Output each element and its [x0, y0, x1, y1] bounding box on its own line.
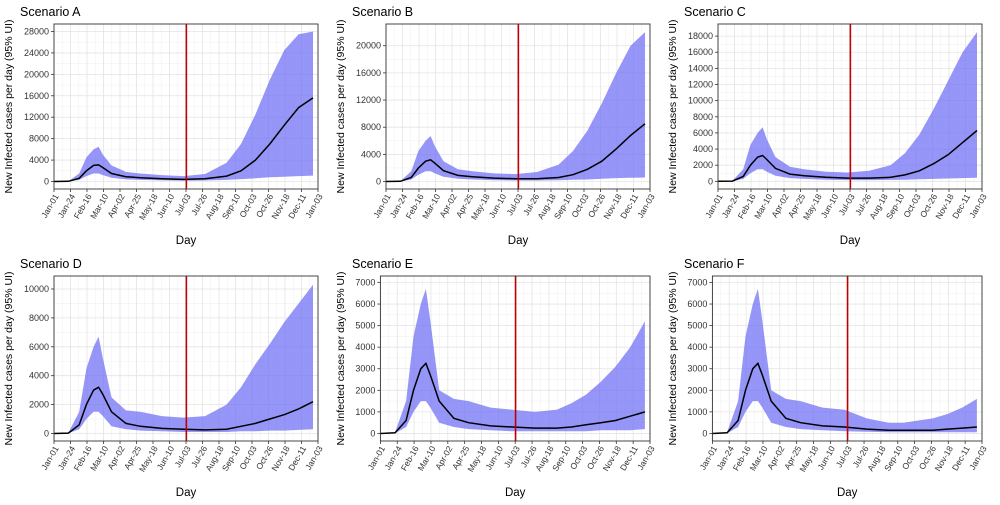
x-tick-label: Jun-10 — [815, 444, 837, 472]
chart-panel: Scenario CJan-01Jan-24Feb-16Mar-10Apr-02… — [667, 5, 989, 247]
y-tick-label: 2000 — [693, 160, 713, 170]
uncertainty-band — [718, 32, 977, 182]
x-axis-label: Day — [505, 487, 526, 499]
x-tick-label: Jan-03 — [967, 444, 989, 472]
y-tick-label: 2000 — [687, 385, 707, 395]
y-tick-label: 0 — [44, 177, 49, 187]
chart-title: Scenario D — [20, 257, 82, 271]
median-line — [717, 129, 978, 183]
x-axis-label: Day — [508, 235, 529, 247]
y-tick-label: 8000 — [29, 313, 49, 323]
x-tick-label: Jan-03 — [635, 444, 657, 472]
y-tick-label: 6000 — [687, 299, 707, 309]
plot-border — [379, 275, 651, 442]
y-tick-label: 4000 — [693, 144, 713, 154]
y-tick-label: 1000 — [687, 407, 707, 417]
y-tick-label: 7000 — [355, 277, 375, 287]
y-axis-label: New Infected cases per day (95% UI) — [335, 272, 347, 446]
plot-border — [53, 23, 319, 190]
uncertainty-band — [712, 288, 977, 434]
y-tick-label: 28000 — [24, 27, 49, 37]
median-line — [380, 362, 646, 435]
y-tick-label: 18000 — [688, 31, 713, 41]
y-tick-label: 12000 — [24, 112, 49, 122]
y-tick-label: 2000 — [355, 385, 375, 395]
y-tick-label: 2000 — [29, 400, 49, 410]
y-axis-label: New Infected cases per day (95% UI) — [667, 20, 679, 194]
y-tick-label: 6000 — [693, 128, 713, 138]
median-line — [53, 386, 314, 435]
y-tick-label: 5000 — [687, 321, 707, 331]
y-tick-label: 16000 — [24, 91, 49, 101]
y-tick-label: 6000 — [29, 342, 49, 352]
median-line — [53, 97, 314, 183]
chart-title: Scenario A — [20, 5, 81, 19]
y-tick-label: 20000 — [356, 41, 381, 51]
y-axis-label: New Infected cases per day (95% UI) — [3, 20, 15, 194]
y-tick-label: 14000 — [688, 63, 713, 73]
y-tick-label: 8000 — [29, 134, 49, 144]
y-tick-label: 4000 — [29, 371, 49, 381]
y-tick-label: 16000 — [688, 47, 713, 57]
y-axis-label: New Infected cases per day (95% UI) — [3, 272, 15, 446]
median-line — [385, 123, 646, 183]
chart-panel: Scenario FJan-01Jan-24Feb-16Mar-10Apr-02… — [667, 257, 989, 499]
uncertainty-band — [54, 284, 313, 434]
y-axis-label: New Infected cases per day (95% UI) — [667, 272, 679, 446]
y-tick-label: 10000 — [24, 284, 49, 294]
chart-title: Scenario C — [684, 5, 746, 19]
y-tick-label: 10000 — [688, 96, 713, 106]
y-tick-label: 7000 — [687, 277, 707, 287]
chart-panel: Scenario DJan-01Jan-24Feb-16Mar-10Apr-02… — [3, 257, 325, 499]
x-tick-label: Jun-10 — [483, 444, 505, 472]
plot-border — [711, 275, 983, 442]
y-tick-label: 4000 — [29, 155, 49, 165]
uncertainty-band — [380, 288, 645, 434]
y-tick-label: 16000 — [356, 68, 381, 78]
y-tick-label: 4000 — [361, 149, 381, 159]
chart-title: Scenario B — [352, 5, 413, 19]
y-tick-label: 3000 — [687, 364, 707, 374]
y-tick-label: 0 — [376, 177, 381, 187]
y-tick-label: 12000 — [356, 95, 381, 105]
x-axis-label: Day — [176, 487, 197, 499]
plot-border — [53, 275, 319, 442]
chart-title: Scenario E — [352, 257, 413, 271]
plot-border — [385, 23, 651, 190]
y-tick-label: 4000 — [355, 342, 375, 352]
x-axis-label: Day — [837, 487, 858, 499]
y-tick-label: 8000 — [361, 122, 381, 132]
chart-panel: Scenario AJan-01Jan-24Feb-16Mar-10Apr-02… — [3, 5, 325, 247]
x-axis-label: Day — [840, 235, 861, 247]
chart-panel: Scenario EJan-01Jan-24Feb-16Mar-10Apr-02… — [335, 257, 657, 499]
y-tick-label: 0 — [44, 428, 49, 438]
plot-border — [717, 23, 983, 190]
chart-title: Scenario F — [684, 257, 745, 271]
x-axis-label: Day — [176, 235, 197, 247]
y-tick-label: 24000 — [24, 48, 49, 58]
y-tick-label: 4000 — [687, 342, 707, 352]
y-tick-label: 20000 — [24, 69, 49, 79]
uncertainty-band — [386, 32, 645, 182]
chart-panel: Scenario BJan-01Jan-24Feb-16Mar-10Apr-02… — [335, 5, 657, 247]
median-line — [712, 362, 977, 435]
y-axis-label: New Infected cases per day (95% UI) — [335, 20, 347, 194]
y-tick-label: 6000 — [355, 299, 375, 309]
y-tick-label: 1000 — [355, 407, 375, 417]
y-tick-label: 3000 — [355, 364, 375, 374]
uncertainty-band — [54, 31, 313, 182]
y-tick-label: 5000 — [355, 321, 375, 331]
y-tick-label: 8000 — [693, 112, 713, 122]
y-tick-label: 0 — [370, 428, 375, 438]
y-tick-label: 0 — [708, 176, 713, 186]
y-tick-label: 0 — [702, 428, 707, 438]
y-tick-label: 12000 — [688, 80, 713, 90]
